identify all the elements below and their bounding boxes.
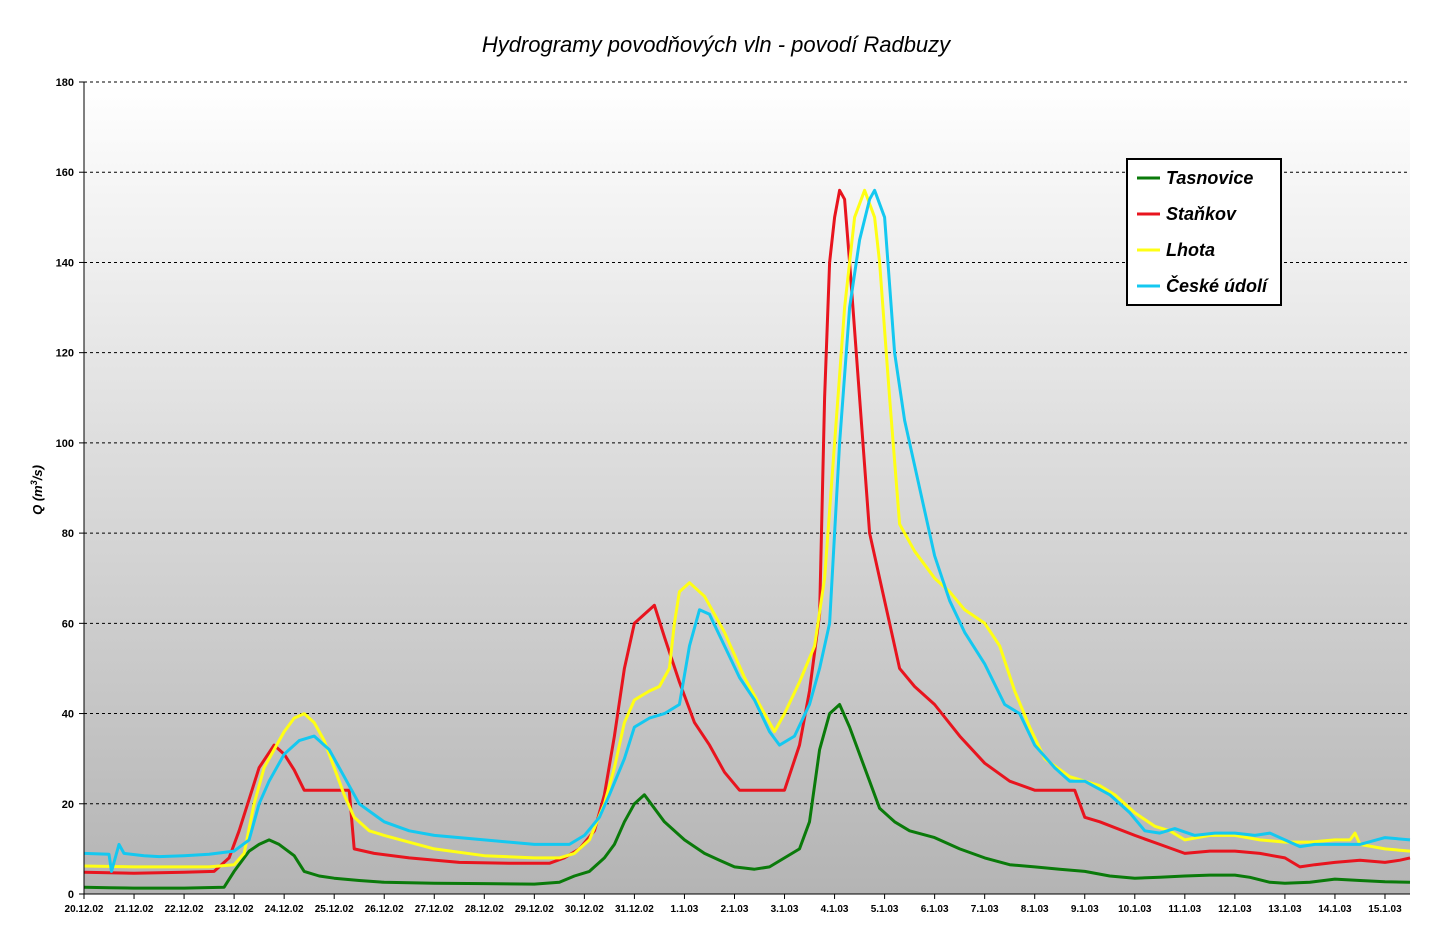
y-tick-label: 100 <box>56 438 74 450</box>
x-tick-label: 11.1.03 <box>1168 904 1201 915</box>
x-tick-label: 21.12.02 <box>115 904 154 915</box>
y-tick-label: 140 <box>56 257 74 269</box>
series-line-2 <box>83 188 1411 875</box>
y-tick-label: 40 <box>62 709 74 721</box>
x-tick-label: 4.1.03 <box>821 904 849 915</box>
x-tick-label: 24.12.02 <box>265 904 304 915</box>
gridlines <box>84 81 1410 805</box>
y-tick-label: 20 <box>62 799 74 811</box>
legend-box <box>1126 158 1282 306</box>
legend-label: Lhota <box>1166 240 1215 260</box>
legend-label: Staňkov <box>1166 204 1237 224</box>
x-tick-label: 8.1.03 <box>1021 904 1049 915</box>
x-tick-label: 15.1.03 <box>1368 904 1402 915</box>
x-tick-label: 7.1.03 <box>971 904 999 915</box>
x-tick-label: 2.1.03 <box>721 904 749 915</box>
series-line-4 <box>83 188 1411 873</box>
series-lines <box>83 188 1411 890</box>
y-tick-label: 120 <box>56 348 74 360</box>
x-tick-label: 14.1.03 <box>1318 904 1352 915</box>
x-tick-label: 26.12.02 <box>365 904 404 915</box>
x-tick-label: 29.12.02 <box>515 904 554 915</box>
x-axis-ticks: 20.12.02 21.12.02 22.12.02 23.12.02 24.12.02… <box>65 894 1402 915</box>
x-tick-label: 28.12.02 <box>465 904 504 915</box>
x-tick-label: 3.1.03 <box>771 904 799 915</box>
x-tick-label: 12.1.03 <box>1218 904 1252 915</box>
x-tick-label: 25.12.02 <box>315 904 354 915</box>
x-tick-label: 13.1.03 <box>1268 904 1302 915</box>
x-tick-label: 5.1.03 <box>871 904 899 915</box>
x-tick-label: 31.12.02 <box>615 904 654 915</box>
x-tick-label: 23.12.02 <box>215 904 254 915</box>
y-tick-label: 60 <box>62 618 74 630</box>
legend-label: České údolí <box>1166 275 1269 296</box>
y-axis-ticks: 0 20 40 60 80 100 120 140 160 180 <box>56 77 84 901</box>
y-tick-label: 80 <box>62 528 74 540</box>
y-tick-label: 180 <box>56 77 74 89</box>
legend: Tasnovice Staňkov Lhota České údolí <box>1126 158 1282 306</box>
x-tick-label: 27.12.02 <box>415 904 454 915</box>
x-tick-label: 30.12.02 <box>565 904 604 915</box>
y-tick-label: 0 <box>68 889 74 901</box>
x-tick-label: 10.1.03 <box>1118 904 1152 915</box>
x-tick-label: 6.1.03 <box>921 904 949 915</box>
y-axis-label: Q (m3/s) <box>29 465 45 515</box>
x-tick-label: 1.1.03 <box>671 904 699 915</box>
legend-label: Tasnovice <box>1166 168 1253 188</box>
chart-title: Hydrogramy povodňových vln - povodí Radb… <box>482 32 952 57</box>
x-tick-label: 22.12.02 <box>165 904 204 915</box>
y-tick-label: 160 <box>56 167 74 179</box>
x-tick-label: 9.1.03 <box>1071 904 1099 915</box>
series-line-1 <box>83 703 1411 890</box>
x-tick-label: 20.12.02 <box>65 904 104 915</box>
